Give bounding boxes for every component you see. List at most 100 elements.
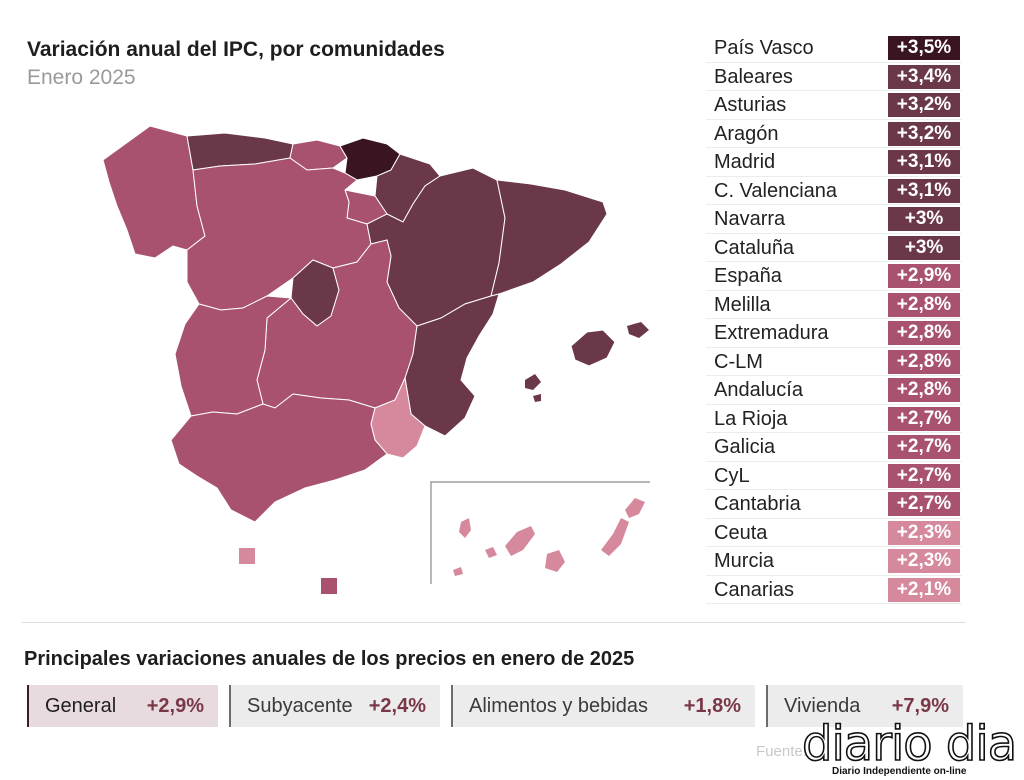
ranking-row: Cataluña +3% xyxy=(706,234,962,262)
ranking-value-bar: +2,7% xyxy=(888,463,960,488)
ranking-value-bar: +2,1% xyxy=(888,577,960,602)
ranking-row: España +2,9% xyxy=(706,262,962,291)
ranking-value: +2,3% xyxy=(896,521,952,543)
ranking-value: +3,2% xyxy=(896,94,952,115)
map-subtitle: Enero 2025 xyxy=(27,66,136,89)
region-ceuta[interactable] xyxy=(239,548,255,564)
divider xyxy=(22,622,966,623)
ranking-row: C-LM +2,8% xyxy=(706,348,962,376)
ranking-value: +3,2% xyxy=(896,122,952,144)
ranking-row: Extremadura +2,8% xyxy=(706,319,962,348)
ranking-row: Navarra +3% xyxy=(706,205,962,234)
tile-alimentos[interactable]: Alimentos y bebidas +1,8% xyxy=(451,685,755,727)
ranking-region: Ceuta xyxy=(714,521,768,544)
ranking-region: CyL xyxy=(714,464,750,487)
region-baleares-menorca[interactable] xyxy=(627,322,649,338)
ranking-region: Extremadura xyxy=(714,322,829,344)
region-canarias-la-gomera[interactable] xyxy=(485,547,497,558)
ranking-region: Asturias xyxy=(714,94,787,116)
ranking-value-bar: +2,9% xyxy=(888,264,960,288)
ranking-value: +2,8% xyxy=(896,350,952,372)
ranking-value: +2,8% xyxy=(896,379,952,400)
ranking-value: +2,3% xyxy=(896,550,952,571)
ranking-region: C-LM xyxy=(714,350,763,373)
ranking-region: Galicia xyxy=(714,436,776,458)
ranking-value: +3,1% xyxy=(896,179,952,201)
map-title: Variación anual del IPC, por comunidades xyxy=(27,38,445,61)
region-baleares-mallorca[interactable] xyxy=(570,329,616,367)
ranking-region: España xyxy=(714,265,782,287)
ranking-value: +2,7% xyxy=(896,464,952,486)
tile-general[interactable]: General +2,9% xyxy=(27,685,218,727)
ranking-value: +2,1% xyxy=(896,578,952,600)
region-cataluna[interactable] xyxy=(490,179,608,297)
tile-value: +2,9% xyxy=(146,695,204,717)
ranking-value: +3,4% xyxy=(896,65,952,87)
ranking-region: Baleares xyxy=(714,65,793,88)
region-baleares-ibiza[interactable] xyxy=(525,374,541,390)
ranking-value-bar: +3,5% xyxy=(888,36,960,60)
region-c-valenciana[interactable] xyxy=(404,293,500,437)
tile-vivienda[interactable]: Vivienda +7,9% xyxy=(766,685,963,727)
ranking-row: Aragón +3,2% xyxy=(706,120,962,148)
source-text: Fuente: xyxy=(756,743,807,760)
ranking-value: +2,7% xyxy=(896,436,952,457)
ranking-row: Melilla +2,8% xyxy=(706,291,962,319)
ranking-row: CyL +2,7% xyxy=(706,462,962,490)
region-canarias-el-hierro[interactable] xyxy=(453,567,463,576)
tile-value: +2,4% xyxy=(368,695,426,717)
diariodia-logo[interactable]: diario dia Diario Independiente on-line xyxy=(796,715,1024,780)
ranking-value: +3,1% xyxy=(896,151,952,172)
region-canarias-lanzarote[interactable] xyxy=(625,498,645,518)
ranking-row: País Vasco +3,5% xyxy=(706,34,962,63)
ranking-value-bar: +3% xyxy=(888,235,960,260)
ranking-value-bar: +3,1% xyxy=(888,178,960,203)
region-canarias-tenerife[interactable] xyxy=(505,526,535,556)
ranking-list: País Vasco +3,5% Baleares +3,4% Asturias +3,2… xyxy=(706,34,962,604)
ranking-value-bar: +2,8% xyxy=(888,292,960,317)
ranking-row: Madrid +3,1% xyxy=(706,148,962,177)
ranking-region: Canarias xyxy=(714,578,795,601)
region-canarias-fuerteventura[interactable] xyxy=(601,518,629,556)
ranking-region: Murcia xyxy=(714,550,775,572)
ranking-row: Baleares +3,4% xyxy=(706,63,962,91)
ranking-region: Melilla xyxy=(714,293,771,316)
region-baleares-formentera[interactable] xyxy=(533,394,541,402)
tile-label: General xyxy=(45,695,117,717)
ranking-row: Murcia +2,3% xyxy=(706,547,962,576)
ranking-region: Madrid xyxy=(714,151,776,173)
ranking-value-bar: +3,4% xyxy=(888,64,960,89)
ranking-region: Aragón xyxy=(714,122,779,145)
ranking-value-bar: +2,8% xyxy=(888,349,960,374)
ranking-value: +2,9% xyxy=(896,265,952,286)
region-melilla[interactable] xyxy=(321,578,337,594)
region-canarias-la-palma[interactable] xyxy=(459,518,471,538)
ranking-row: La Rioja +2,7% xyxy=(706,405,962,433)
ranking-region: País Vasco xyxy=(714,37,814,59)
ranking-row: Canarias +2,1% xyxy=(706,576,962,604)
tile-value: +7,9% xyxy=(891,695,949,717)
ranking-region: Navarra xyxy=(714,208,786,230)
ranking-value-bar: +2,3% xyxy=(888,549,960,573)
ranking-value: +2,7% xyxy=(896,493,952,514)
logo-tagline: Diario Independiente on-line xyxy=(832,766,967,777)
region-canarias-gran-canaria[interactable] xyxy=(545,550,565,572)
region-andalucia[interactable] xyxy=(170,393,388,523)
ranking-value: +2,7% xyxy=(896,407,952,429)
ranking-row: Asturias +3,2% xyxy=(706,91,962,120)
ranking-value-bar: +3,2% xyxy=(888,121,960,146)
ranking-value: +2,8% xyxy=(896,322,952,343)
ranking-value-bar: +2,3% xyxy=(888,520,960,545)
region-extremadura[interactable] xyxy=(174,295,293,417)
ranking-row: Ceuta +2,3% xyxy=(706,519,962,547)
tile-subyacente[interactable]: Subyacente +2,4% xyxy=(229,685,440,727)
tile-value: +1,8% xyxy=(683,695,741,717)
logo-wordmark: diario dia xyxy=(801,715,1018,773)
ranking-value-bar: +2,8% xyxy=(888,321,960,345)
ranking-region: Cataluña xyxy=(714,236,795,259)
ranking-value-bar: +2,7% xyxy=(888,492,960,516)
ranking-region: Cantabria xyxy=(714,493,801,515)
ranking-value-bar: +3,1% xyxy=(888,150,960,174)
ranking-region: Andalucía xyxy=(714,379,803,401)
ranking-row: Galicia +2,7% xyxy=(706,433,962,462)
